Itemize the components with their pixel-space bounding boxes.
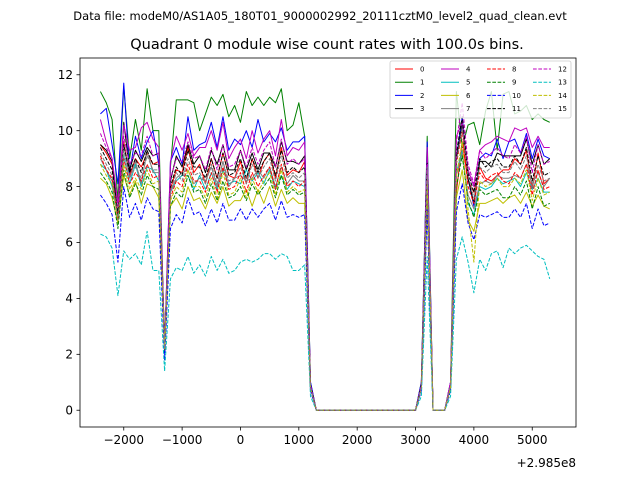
legend-label-8: 8 <box>512 66 516 74</box>
x-tick-label: 1000 <box>284 433 315 447</box>
figure-suptitle: Data file: modeM0/AS1A05_180T01_90000029… <box>73 9 567 23</box>
legend-label-12: 12 <box>558 66 567 74</box>
legend-label-15: 15 <box>558 105 567 113</box>
series-line-6 <box>100 169 550 411</box>
series-line-15 <box>99 127 550 411</box>
legend-label-7: 7 <box>466 105 470 113</box>
legend-label-2: 2 <box>420 92 424 100</box>
y-tick-label: 4 <box>65 292 73 306</box>
legend-label-4: 4 <box>466 66 471 74</box>
x-tick-label: 5000 <box>517 433 548 447</box>
legend-label-11: 11 <box>512 105 521 113</box>
y-tick-label: 2 <box>65 348 73 362</box>
y-tick-label: 10 <box>58 124 73 138</box>
series-line-14 <box>99 141 550 411</box>
legend-label-3: 3 <box>420 105 424 113</box>
y-tick-label: 12 <box>58 68 73 82</box>
y-tick-label: 8 <box>65 180 73 194</box>
legend-label-0: 0 <box>420 66 424 74</box>
series-group <box>99 82 551 411</box>
plot-area: −2000 −1000 0 1000 2000 3000 4000 5000024681012… <box>58 57 577 447</box>
y-tick-label: 0 <box>65 403 73 417</box>
y-tick-label: 6 <box>65 236 73 250</box>
legend-label-9: 9 <box>512 79 516 87</box>
x-tick-label: −2000 <box>103 433 144 447</box>
legend-label-14: 14 <box>558 92 567 100</box>
legend-label-6: 6 <box>466 92 471 100</box>
chart-title: Quadrant 0 module wise count rates with … <box>130 37 524 53</box>
x-tick-label: 0 <box>237 433 245 447</box>
legend-label-5: 5 <box>466 79 470 87</box>
x-tick-label: 2000 <box>342 433 373 447</box>
legend-label-10: 10 <box>512 92 521 100</box>
legend-label-13: 13 <box>558 79 567 87</box>
series-line-10 <box>100 183 550 411</box>
x-tick-label: 3000 <box>400 433 431 447</box>
x-offset-label: +2.985e8 <box>517 456 576 470</box>
x-tick-label: −1000 <box>162 433 203 447</box>
legend-box <box>389 60 572 119</box>
legend-label-1: 1 <box>420 79 424 87</box>
x-tick-label: 4000 <box>459 433 490 447</box>
